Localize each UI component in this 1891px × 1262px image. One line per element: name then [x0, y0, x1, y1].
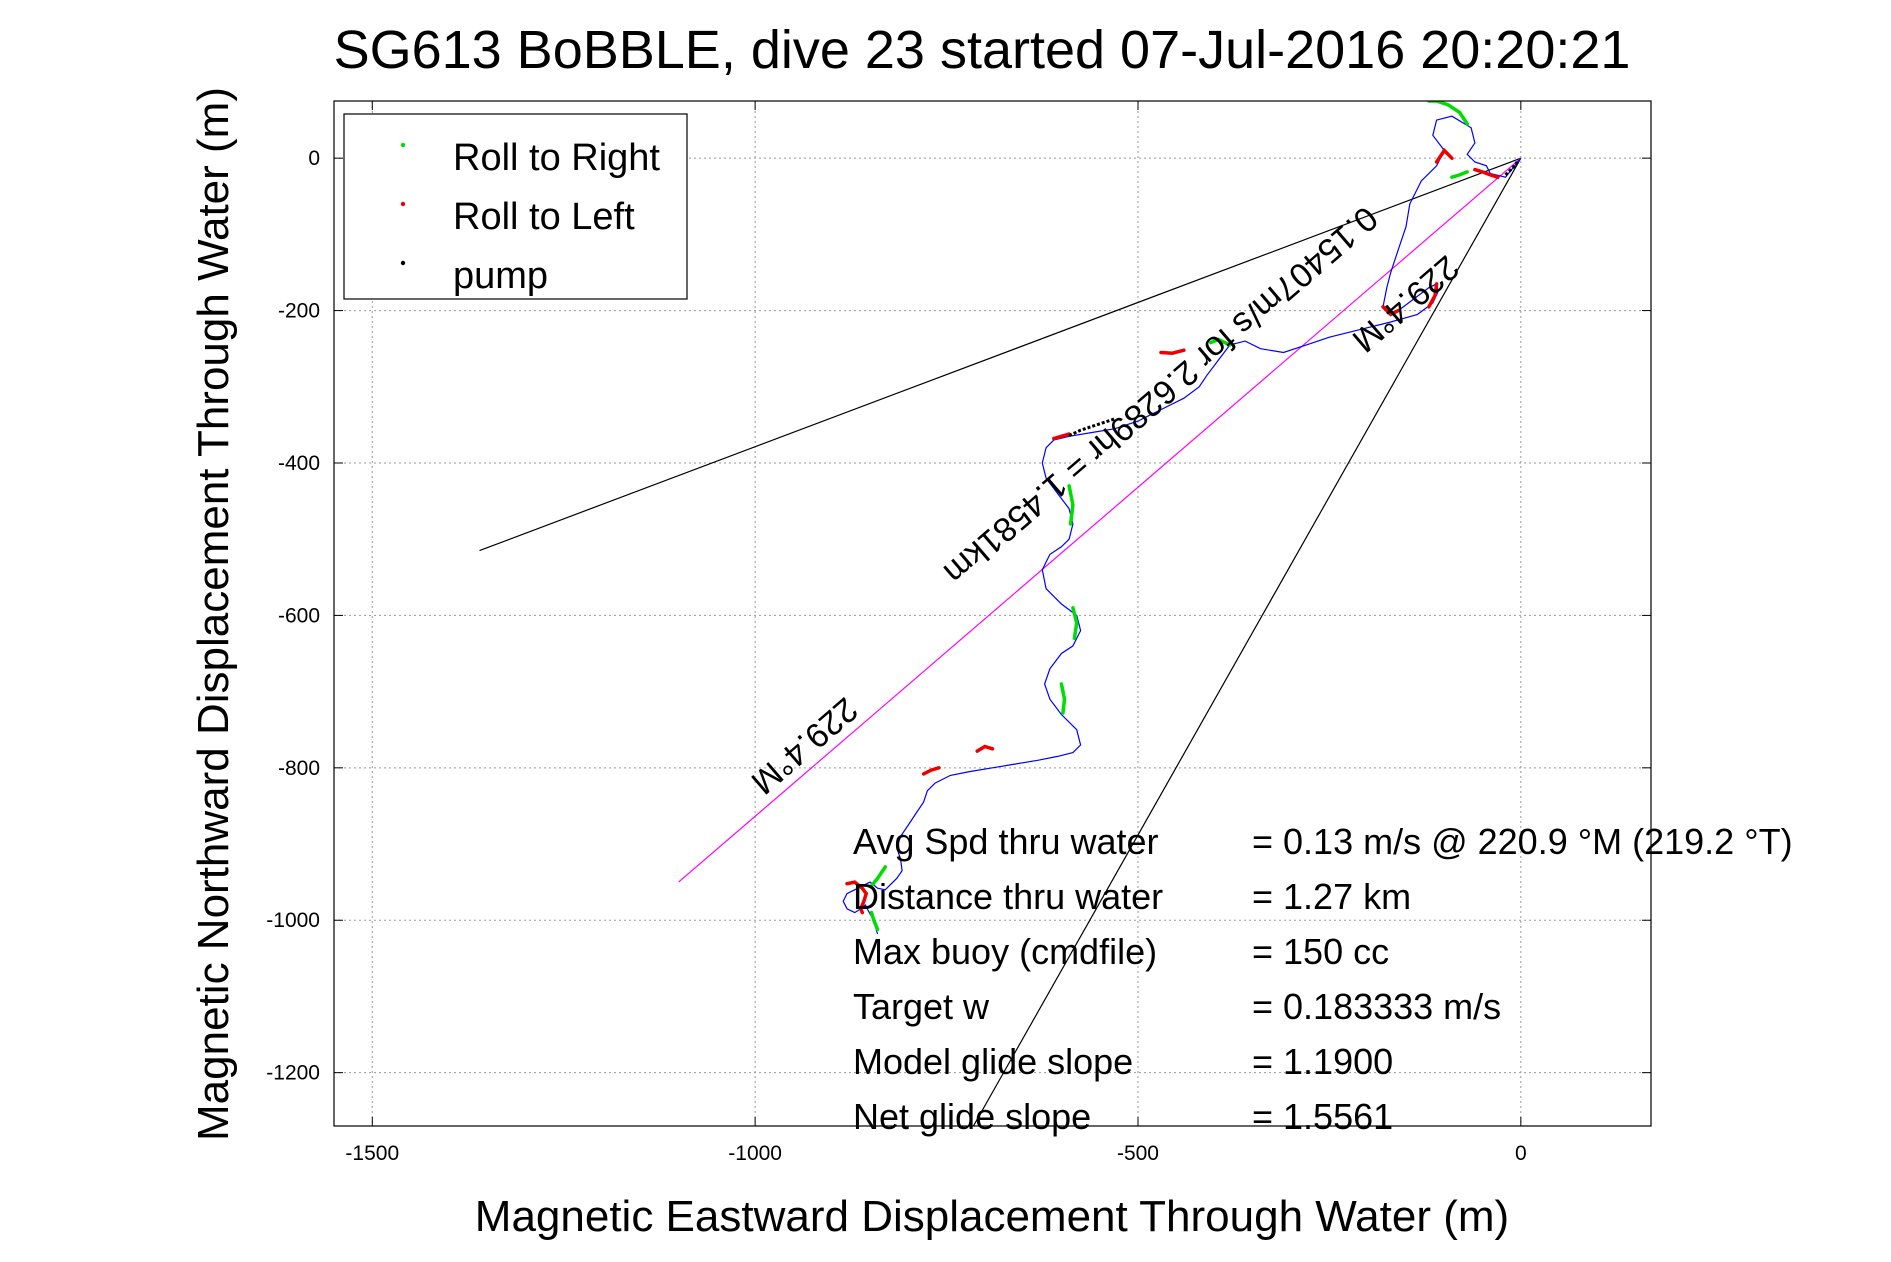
heading-annotation: 229.4°M [1345, 248, 1466, 360]
y-axis: 0 -200 -400 -600 -800 -1000 -1200 [266, 147, 1651, 1085]
y-tick-label: -600 [278, 604, 320, 627]
stat-value: = 0.13 m/s @ 220.9 °M (219.2 °T) [1252, 821, 1793, 862]
stat-value: = 0.183333 m/s [1252, 986, 1501, 1027]
y-tick-label: -1200 [266, 1062, 320, 1085]
x-tick-label: -500 [1117, 1142, 1159, 1165]
legend-label: pump [453, 255, 548, 297]
stat-value: = 1.5561 [1252, 1096, 1393, 1137]
stat-value: = 1.27 km [1252, 876, 1411, 917]
roll-left-segment [845, 880, 868, 896]
heading-annotation: 229.4°M [744, 690, 865, 802]
roll-left-segment [1473, 167, 1500, 179]
y-tick-label: 0 [308, 147, 320, 170]
roll-left-segment [975, 744, 995, 753]
roll-right-segment [1071, 606, 1079, 641]
stat-label: Target w [853, 986, 990, 1027]
pump-segment [1068, 417, 1116, 437]
roll-left-segment [1427, 282, 1439, 309]
roll-left-segment [858, 891, 868, 915]
stat-value: = 150 cc [1252, 931, 1389, 972]
y-tick-label: -200 [278, 300, 320, 323]
legend-label: Roll to Right [453, 137, 660, 179]
track-line [842, 115, 1522, 935]
roll-left-segment [1159, 348, 1186, 355]
y-tick-label: -800 [278, 757, 320, 780]
legend-marker [400, 260, 406, 266]
roll-left-segment [1052, 432, 1071, 441]
stat-label: Max buoy (cmdfile) [853, 931, 1157, 972]
pump-segment [1504, 161, 1519, 176]
roll-right-segment [1427, 101, 1469, 126]
y-axis-label: Magnetic Northward Displacement Through … [189, 87, 238, 1141]
cone-line [972, 157, 1522, 1126]
roll-left-segment [1381, 305, 1401, 317]
legend-marker [400, 201, 406, 207]
stat-value: = 1.1900 [1252, 1041, 1393, 1082]
roll-right-segment [1067, 484, 1075, 526]
chart-title: SG613 BoBBLE, dive 23 started 07-Jul-201… [334, 20, 1631, 80]
stat-label: Net glide slope [853, 1096, 1091, 1137]
y-tick-label: -1000 [266, 909, 320, 932]
stat-label: Distance thru water [853, 876, 1163, 917]
stat-label: Avg Spd thru water [853, 821, 1159, 862]
legend-label: Roll to Left [453, 196, 635, 238]
roll-right-segment [1208, 337, 1232, 347]
cone-line [479, 157, 1522, 552]
roll-left-segment [1434, 147, 1454, 164]
plot-frame [333, 100, 1652, 1127]
y-tick-label: -400 [278, 452, 320, 475]
roll-right-segment [1059, 682, 1067, 715]
legend-marker [400, 142, 406, 148]
x-axis: -1500 -1000 -500 0 [345, 101, 1527, 1165]
roll-right-segment [869, 910, 880, 932]
heading-annotation: 0.15407m/s for 2.6289hr = 1.4581km [936, 199, 1384, 592]
x-tick-label: 0 [1515, 1142, 1527, 1165]
roll-right-segment [1450, 170, 1469, 179]
x-axis-label: Magnetic Eastward Displacement Through W… [475, 1192, 1509, 1241]
stat-label: Model glide slope [853, 1041, 1133, 1082]
roll-right-segment [869, 865, 888, 888]
heading-line [678, 157, 1522, 883]
x-tick-label: -1000 [728, 1142, 782, 1165]
stats-block: Avg Spd thru water = 0.13 m/s @ 220.9 °M … [853, 821, 1793, 1137]
x-tick-label: -1500 [345, 1142, 399, 1165]
legend: Roll to Right Roll to Left pump [343, 113, 688, 300]
roll-left-segment [921, 766, 941, 776]
